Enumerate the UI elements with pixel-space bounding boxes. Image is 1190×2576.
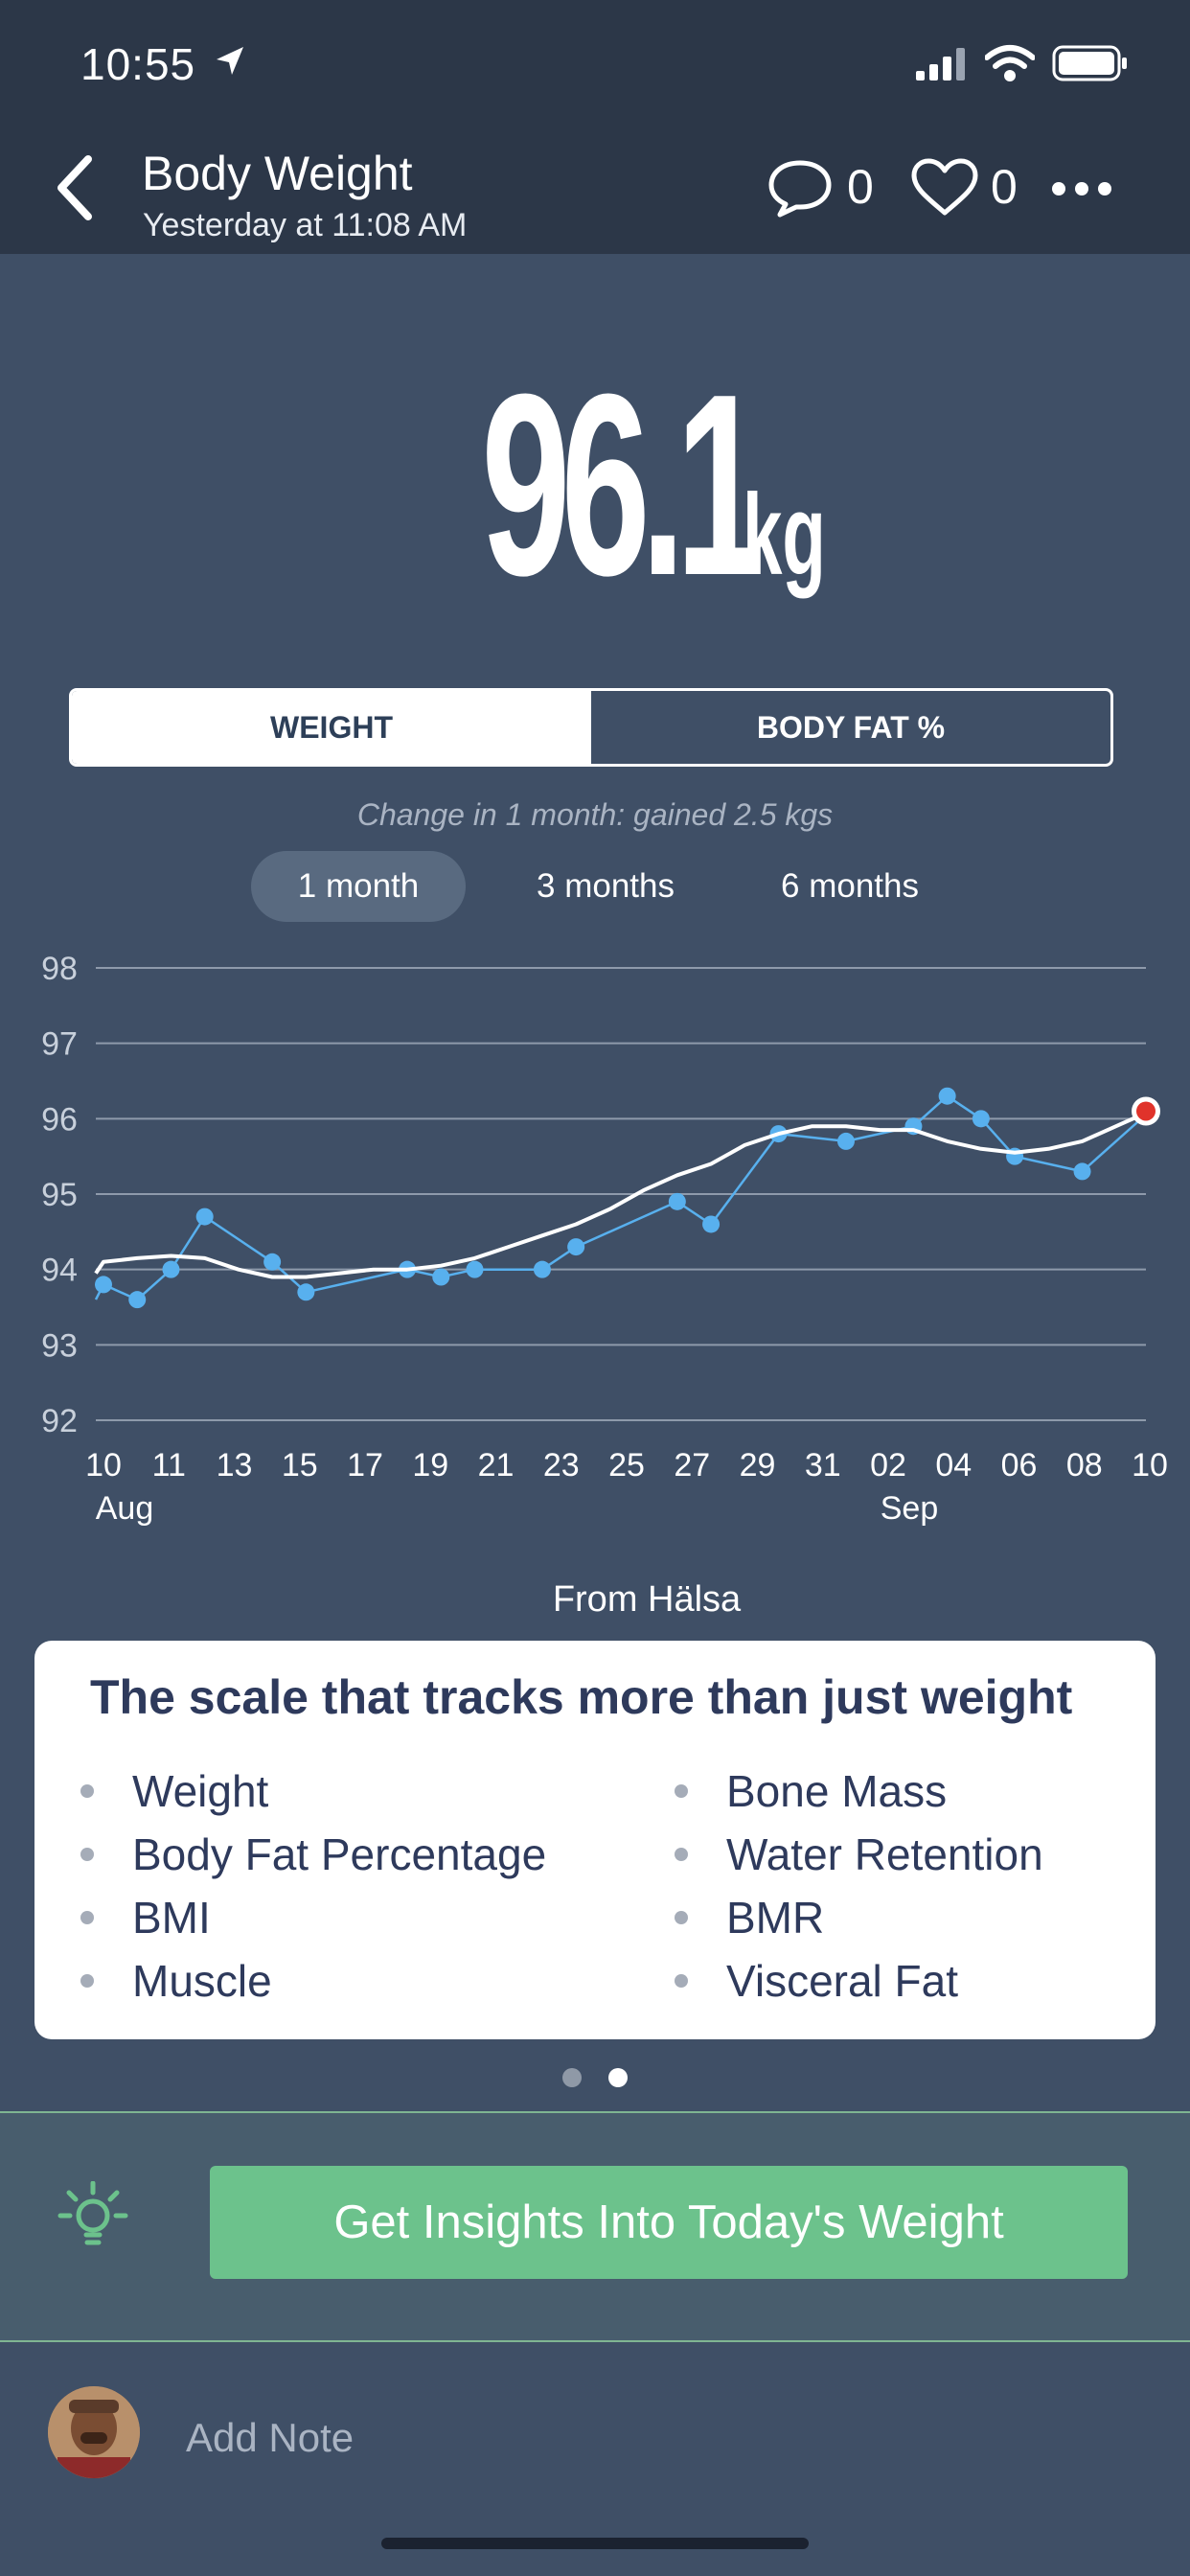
feature-item: BMI (80, 1886, 546, 1949)
weight-data-point (836, 1132, 855, 1150)
y-tick-label: 97 (41, 1026, 78, 1063)
pager-dot-active[interactable] (608, 2068, 628, 2087)
promo-features-left: Weight Body Fat Percentage BMI Muscle (80, 1760, 546, 2012)
weight-data-point (128, 1291, 147, 1309)
range-1-month[interactable]: 1 month (251, 851, 466, 922)
lightbulb-icon (57, 2181, 128, 2245)
x-tick-label: 29 (740, 1447, 776, 1484)
y-tick-label: 98 (41, 951, 78, 987)
trend-line (94, 1109, 1151, 1279)
weight-data-point (567, 1238, 585, 1256)
feature-item: Visceral Fat (675, 1949, 1043, 2012)
change-summary: Change in 1 month: gained 2.5 kgs (356, 797, 834, 832)
feature-item: Bone Mass (675, 1760, 1043, 1823)
weight-data-point (162, 1260, 180, 1278)
weight-data-point (466, 1260, 484, 1278)
x-tick-label: 04 (935, 1447, 972, 1484)
y-tick-label: 93 (41, 1327, 78, 1364)
get-insights-button[interactable]: Get Insights Into Today's Weight (210, 2166, 1128, 2279)
promo-card[interactable]: The scale that tracks more than just wei… (34, 1641, 1156, 2039)
range-3-months[interactable]: 3 months (537, 867, 675, 905)
feature-item: Muscle (80, 1949, 546, 2012)
feature-item: Water Retention (675, 1823, 1043, 1886)
entry-timestamp: Yesterday at 11:08 AM (143, 207, 468, 243)
home-indicator (381, 2538, 809, 2549)
weight-unit: kg (742, 471, 826, 599)
x-tick-label: 10 (1132, 1447, 1168, 1484)
weight-data-point (195, 1208, 214, 1226)
weight-data-point (1073, 1162, 1091, 1181)
pager-dot[interactable] (562, 2068, 582, 2087)
x-tick-label: 19 (412, 1447, 448, 1484)
weight-data-point (95, 1276, 112, 1294)
weight-data-point (533, 1260, 551, 1278)
y-tick-label: 96 (41, 1101, 78, 1138)
tab-body-fat[interactable]: BODY FAT % (756, 709, 946, 745)
x-tick-label: 10 (85, 1447, 122, 1484)
feature-item: Body Fat Percentage (80, 1823, 546, 1886)
more-options-icon[interactable] (1050, 178, 1113, 199)
x-tick-label: 13 (217, 1447, 253, 1484)
weight-value: 96.1 (481, 341, 766, 630)
weight-data-point (263, 1253, 282, 1271)
feature-item: Weight (80, 1760, 546, 1823)
add-note-field[interactable]: Add Note (186, 2415, 355, 2460)
x-tick-label: 02 (870, 1447, 906, 1484)
weight-data-point (702, 1215, 721, 1233)
wifi-icon (985, 45, 1035, 81)
latest-point (1136, 1101, 1156, 1121)
y-tick-label: 94 (41, 1253, 78, 1289)
month-label: Sep (881, 1490, 939, 1527)
battery-icon (1052, 45, 1127, 81)
comment-icon[interactable] (767, 159, 834, 218)
weight-data-point (972, 1110, 990, 1128)
cellular-signal-icon (916, 48, 965, 80)
like-count: 0 (991, 160, 1018, 214)
x-tick-label: 11 (152, 1447, 186, 1484)
status-time: 10:55 (80, 39, 196, 89)
weight-data-point (938, 1087, 956, 1105)
metric-segmented-control: WEIGHT BODY FAT % (69, 688, 1113, 767)
promo-title: The scale that tracks more than just wei… (90, 1670, 1073, 1724)
x-tick-label: 27 (674, 1447, 710, 1484)
x-tick-label: 23 (543, 1447, 580, 1484)
feature-item: BMR (675, 1886, 1043, 1949)
x-tick-label: 06 (1001, 1447, 1038, 1484)
y-tick-label: 92 (41, 1403, 78, 1439)
avatar (48, 2386, 140, 2478)
comment-count: 0 (847, 160, 874, 214)
range-6-months[interactable]: 6 months (781, 867, 919, 905)
location-arrow-icon (217, 47, 243, 75)
promo-features-right: Bone Mass Water Retention BMR Visceral F… (675, 1760, 1043, 2012)
back-chevron-icon[interactable] (54, 153, 96, 222)
header-bar (0, 0, 1190, 254)
weight-data-point (432, 1268, 450, 1286)
month-label: Aug (96, 1490, 154, 1527)
x-tick-label: 25 (608, 1447, 645, 1484)
y-tick-label: 95 (41, 1177, 78, 1213)
user-photo (48, 2386, 140, 2478)
weight-data-point (297, 1283, 315, 1301)
x-tick-label: 31 (805, 1447, 841, 1484)
weight-reading: 96.1kg (0, 337, 1190, 634)
x-tick-label: 08 (1066, 1447, 1103, 1484)
heart-icon[interactable] (910, 157, 979, 218)
promo-source: From Hälsa (552, 1579, 742, 1620)
x-tick-label: 17 (347, 1447, 383, 1484)
x-tick-label: 15 (282, 1447, 318, 1484)
weight-data-point (668, 1192, 686, 1210)
tab-weight[interactable]: WEIGHT (72, 691, 591, 764)
x-tick-label: 21 (478, 1447, 515, 1484)
page-title: Body Weight (142, 147, 413, 200)
weight-series-line (94, 1094, 1151, 1301)
